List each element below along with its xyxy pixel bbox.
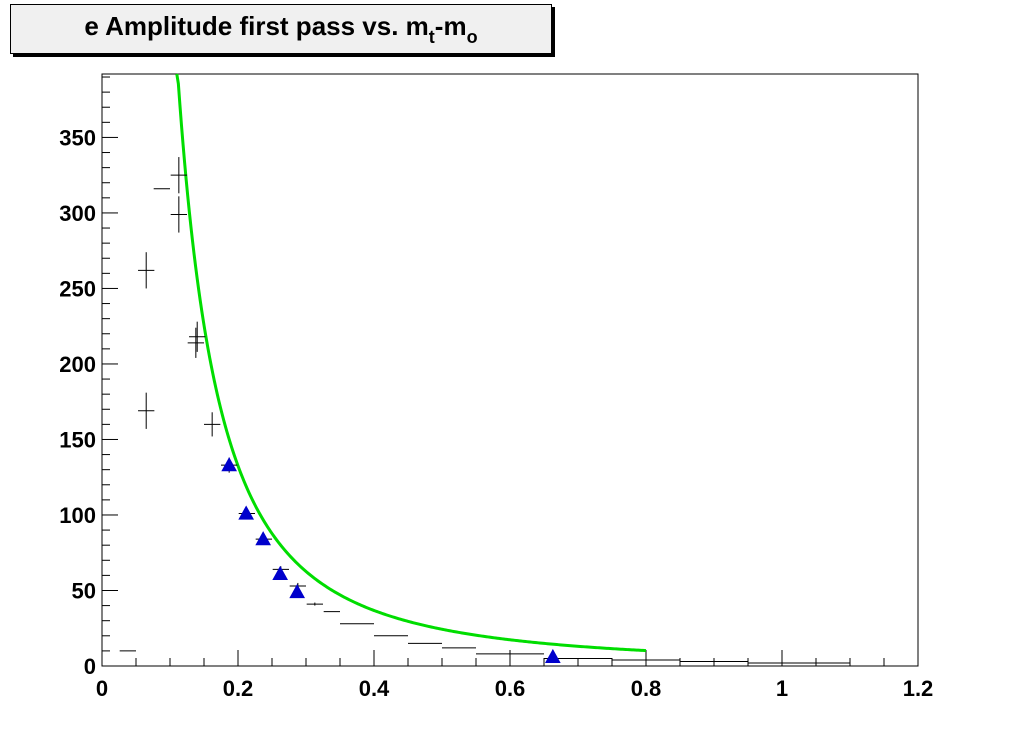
title-sub-o: o xyxy=(466,26,478,47)
plot-frame xyxy=(101,73,919,667)
y-tick-label: 300 xyxy=(59,201,96,226)
cross-point xyxy=(189,321,206,352)
title-box: e Amplitude first pass vs. mt-mo xyxy=(10,4,552,54)
cross-point xyxy=(204,412,221,437)
cross-point xyxy=(306,602,323,606)
x-tick-label: 0.6 xyxy=(495,676,526,701)
triangle-point xyxy=(238,505,255,520)
triangle-point xyxy=(289,583,306,599)
title-sub-t: t xyxy=(428,26,435,47)
triangle-point xyxy=(272,565,289,580)
title-mid: -m xyxy=(434,10,467,41)
x-tick-label: 0.8 xyxy=(631,676,662,701)
x-tick-label: 1 xyxy=(776,676,788,701)
y-tick-label: 250 xyxy=(59,276,96,301)
triangle-point xyxy=(544,648,561,664)
x-tick-label: 1.2 xyxy=(903,676,934,701)
cross-point xyxy=(170,196,187,233)
y-tick-label: 100 xyxy=(59,503,96,528)
fit-curve-group xyxy=(175,73,647,653)
y-tick-label: 0 xyxy=(84,654,96,679)
y-tick-label: 50 xyxy=(72,578,96,603)
title-main: e Amplitude first pass vs. m xyxy=(84,10,429,41)
y-tick-label: 350 xyxy=(59,125,96,150)
x-tick-label: 0.4 xyxy=(359,676,390,701)
cross-point xyxy=(170,157,187,194)
y-tick-label: 200 xyxy=(59,352,96,377)
triangle-point xyxy=(255,531,272,546)
triangle-point xyxy=(221,457,238,472)
cross-point xyxy=(187,327,204,358)
triangle-markers xyxy=(221,457,561,664)
cross-point xyxy=(138,392,155,429)
fit-curve xyxy=(175,73,647,653)
chart-title: e Amplitude first pass vs. mt-mo xyxy=(84,11,477,48)
y-tick-label: 150 xyxy=(59,427,96,452)
x-tick-label: 0 xyxy=(96,676,108,701)
x-tick-label: 0.2 xyxy=(223,676,254,701)
axes: 0 0.2 0.4 0.6 0.8 1 1.2 0 50 100 150 200 250 300 350 xyxy=(59,76,934,701)
cross-markers xyxy=(119,157,850,664)
cross-point xyxy=(138,252,155,289)
